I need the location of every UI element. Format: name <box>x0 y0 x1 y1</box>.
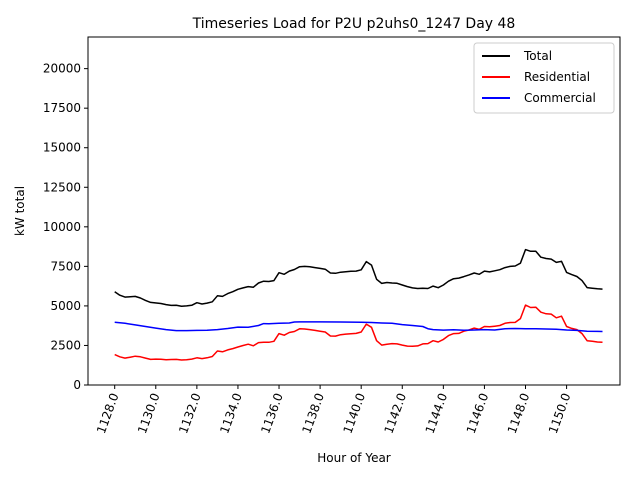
x-tick-label: 1144.0 <box>423 391 451 435</box>
series-layer <box>114 248 603 361</box>
x-tick-label: 1134.0 <box>217 391 245 435</box>
x-tick-label: 1136.0 <box>258 391 286 435</box>
x-tick-label: 1150.0 <box>546 391 574 435</box>
x-tick-label: 1140.0 <box>340 391 368 435</box>
legend-box <box>473 42 615 114</box>
y-tick-label: 0 <box>73 378 81 392</box>
series-line-commercial <box>114 321 603 333</box>
chart-title: Timeseries Load for P2U p2uhs0_1247 Day … <box>192 16 516 32</box>
series-line-total <box>114 248 603 307</box>
x-tick-label: 1130.0 <box>135 391 163 435</box>
x-tick-label: 1128.0 <box>94 391 122 435</box>
y-tick-label: 12500 <box>43 180 81 194</box>
x-tick-label: 1146.0 <box>464 391 492 435</box>
y-tick-label: 17500 <box>43 101 81 115</box>
x-axis-label: Hour of Year <box>317 451 391 465</box>
y-tick-label: 7500 <box>50 259 81 273</box>
series-line-residential <box>114 304 603 361</box>
y-tick-label: 20000 <box>43 62 81 76</box>
y-tick-label: 5000 <box>50 299 81 313</box>
y-tick-label: 2500 <box>50 338 81 352</box>
y-axis-label: kW total <box>13 186 27 236</box>
y-tick-label: 10000 <box>43 220 81 234</box>
x-tick-label: 1138.0 <box>299 391 327 435</box>
x-tick-label: 1142.0 <box>382 391 410 435</box>
legend: Total Residential Commercial <box>473 42 615 114</box>
x-tick-label: 1132.0 <box>176 391 204 435</box>
x-axis: 1128.0 1130.0 1132.0 1134.0 1136.0 1138.0 1140… <box>94 385 573 435</box>
legend-label: Total <box>523 49 552 63</box>
legend-label: Commercial <box>524 91 596 105</box>
legend-label: Residential <box>524 70 590 84</box>
y-tick-label: 15000 <box>43 141 81 155</box>
plot-area <box>87 36 621 386</box>
x-tick-label: 1148.0 <box>505 391 533 435</box>
plot-frame <box>87 36 621 386</box>
y-axis: 0 2500 5000 7500 10000 12500 15000 17500 20000 <box>43 62 88 392</box>
